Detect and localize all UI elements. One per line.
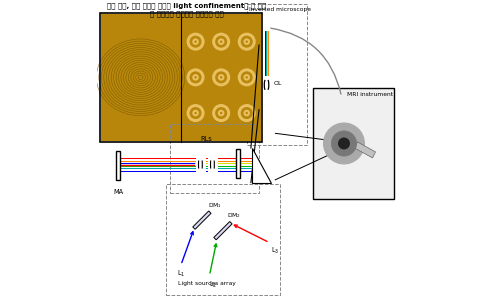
Circle shape [190, 107, 202, 119]
Circle shape [212, 33, 230, 51]
Circle shape [192, 110, 199, 116]
Circle shape [215, 107, 227, 119]
Circle shape [194, 76, 197, 79]
Circle shape [218, 74, 224, 81]
Circle shape [244, 74, 250, 81]
Bar [100, 13, 262, 142]
Bar [313, 88, 394, 199]
Circle shape [215, 71, 227, 83]
Circle shape [218, 110, 224, 116]
Bar [101, 14, 181, 141]
Circle shape [192, 74, 199, 81]
Polygon shape [214, 222, 232, 240]
Circle shape [220, 76, 222, 79]
Text: L$_1$: L$_1$ [177, 269, 186, 279]
Text: DM$_2$: DM$_2$ [227, 211, 242, 220]
Circle shape [187, 104, 205, 122]
Circle shape [194, 112, 197, 114]
Polygon shape [193, 211, 211, 229]
Circle shape [190, 71, 202, 83]
Circle shape [246, 40, 248, 43]
Circle shape [241, 36, 253, 48]
Circle shape [241, 71, 253, 83]
Bar [237, 149, 240, 178]
Circle shape [220, 40, 222, 43]
Text: OL: OL [273, 81, 282, 86]
Text: MRI instrument: MRI instrument [347, 92, 393, 97]
Circle shape [194, 40, 197, 43]
Circle shape [246, 76, 248, 79]
Text: L$_2$: L$_2$ [209, 280, 218, 290]
Text: Light sources array: Light sources array [178, 281, 236, 286]
Circle shape [215, 36, 227, 48]
Text: RLs: RLs [201, 136, 212, 142]
FancyArrowPatch shape [271, 28, 341, 94]
Polygon shape [251, 148, 271, 183]
Circle shape [331, 131, 357, 156]
Text: 나노 구조, 나노 입자를 이용한 light confinement를 광 자극: 나노 구조, 나노 입자를 이용한 light confinement를 광 자… [107, 2, 266, 9]
Circle shape [212, 104, 230, 122]
Circle shape [212, 68, 230, 86]
Circle shape [220, 112, 222, 114]
Text: Inverted microscope: Inverted microscope [249, 7, 311, 12]
Text: 및 고해상도 이미징에 적용하는 방안: 및 고해상도 이미징에 적용하는 방안 [150, 10, 224, 17]
Circle shape [192, 38, 199, 45]
Circle shape [238, 104, 256, 122]
Bar [181, 14, 261, 141]
Circle shape [244, 38, 250, 45]
Circle shape [190, 36, 202, 48]
Text: L$_3$: L$_3$ [271, 246, 280, 256]
Text: DM$_1$: DM$_1$ [208, 201, 222, 210]
Circle shape [187, 68, 205, 86]
Circle shape [218, 38, 224, 45]
Circle shape [244, 110, 250, 116]
Bar [116, 151, 120, 180]
Circle shape [238, 68, 256, 86]
Circle shape [241, 107, 253, 119]
Circle shape [187, 33, 205, 51]
Circle shape [338, 137, 350, 149]
Circle shape [324, 123, 365, 164]
Polygon shape [355, 142, 375, 158]
Circle shape [238, 33, 256, 51]
Circle shape [246, 112, 248, 114]
Text: MA: MA [113, 188, 123, 194]
